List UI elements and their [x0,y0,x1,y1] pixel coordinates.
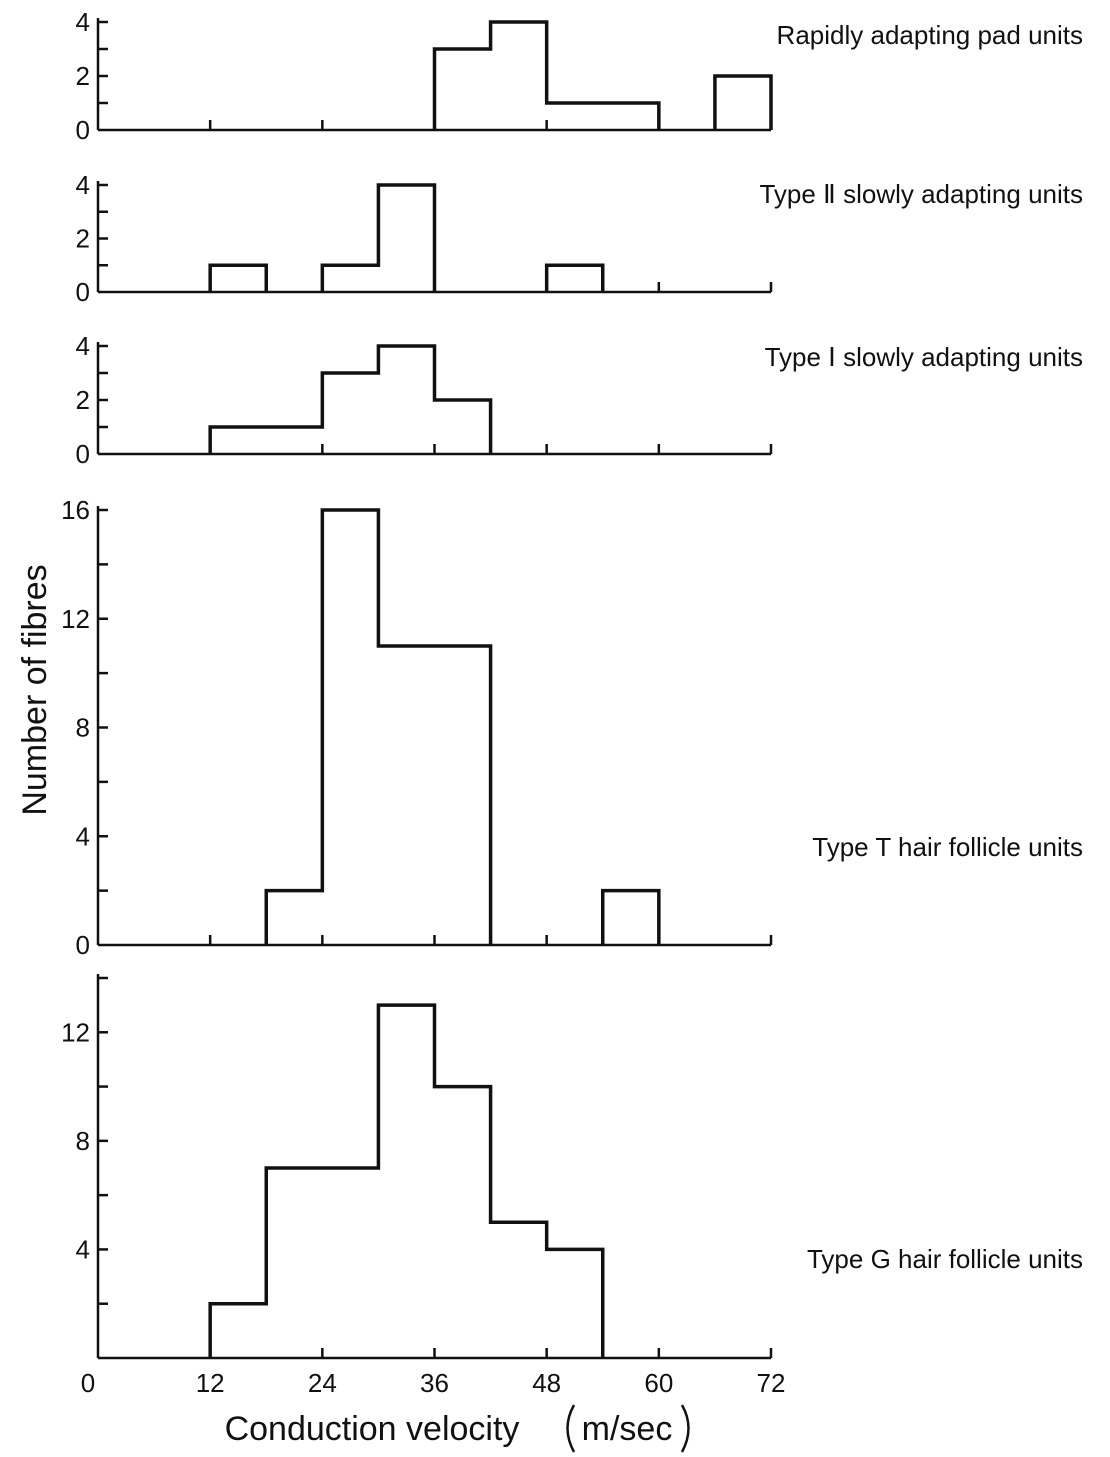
x-tick-label: 12 [196,1368,225,1398]
panel-type-ii-slowly-adapting: 0 2 4 Type Ⅱ slowly adapting units [76,170,1083,307]
histogram-bar [210,1304,266,1358]
histogram-bar [435,49,491,130]
y-tick-label: 0 [76,115,90,145]
panel-type-t-hair-follicle: 0 4 8 12 16 Type T hair follicle units [61,495,1083,960]
y-tick-label: 2 [76,61,90,91]
x-tick-label: 24 [308,1368,337,1398]
y-tick-label: 12 [61,1017,90,1047]
y-tick-label: 0 [76,277,90,307]
x-tick-label: 48 [532,1368,561,1398]
panel-label: Type T hair follicle units [812,832,1083,862]
histogram-bar [603,891,659,945]
x-axis-unit-paren-left [566,1404,576,1453]
histogram-bar [715,76,771,130]
x-axis-title: Conduction velocity [225,1410,520,1448]
x-axis-unit: m/sec [582,1410,673,1448]
y-axis-title: Number of fibres [16,564,54,815]
y-tick-label: 8 [76,1126,90,1156]
histogram-bar [266,891,322,945]
y-tick-label: 4 [76,1234,90,1264]
histogram-bar [378,1005,434,1358]
histogram-bar [322,510,378,945]
y-tick-label: 12 [61,604,90,634]
y-tick-label: 4 [76,331,90,361]
y-tick-label: 4 [76,170,90,200]
histogram-bar [547,265,603,292]
panel-label: Type Ⅱ slowly adapting units [759,179,1083,209]
histogram-outline [208,183,605,292]
y-tick-label: 0 [76,439,90,469]
y-tick-label: 8 [76,713,90,743]
histogram-bar [378,346,434,454]
x-tick-label: 72 [757,1368,786,1398]
panel-rapidly-adapting-pad: 0 2 4 Rapidly adapting pad units [76,7,1083,145]
histogram-outline [208,1003,605,1358]
histogram-outline [432,20,773,130]
x-tick-label: 60 [644,1368,673,1398]
y-tick-label: 4 [76,821,90,851]
y-tick-label: 0 [76,930,90,960]
panel-label: Type Ⅰ slowly adapting units [765,342,1083,372]
histogram-bar [435,400,491,454]
histogram-outline [208,344,493,454]
histogram-bar [210,427,322,454]
histogram-bar [435,1087,491,1358]
panel-type-i-slowly-adapting: 0 2 4 Type Ⅰ slowly adapting units [76,331,1083,469]
histogram-bar [547,103,659,130]
histogram-outline [264,508,661,945]
y-tick-label: 2 [76,385,90,415]
histogram-bar [266,1168,378,1358]
y-tick-label: 4 [76,7,90,37]
histogram-bar [322,265,378,292]
x-axis-unit-paren-right [680,1404,690,1453]
panel-label: Type G hair follicle units [807,1244,1083,1274]
histogram-bar [378,185,434,292]
x-tick-label: 0 [81,1368,95,1398]
histogram-bar [547,1249,603,1358]
y-tick-label: 16 [61,495,90,525]
x-tick-label: 36 [420,1368,449,1398]
histogram-bar [378,646,490,945]
histogram-bar [210,265,266,292]
panel-label: Rapidly adapting pad units [777,20,1083,50]
histogram-bar [491,1222,547,1358]
histogram-bar [322,373,378,454]
histogram-bar [491,22,547,130]
y-tick-label: 2 [76,224,90,254]
